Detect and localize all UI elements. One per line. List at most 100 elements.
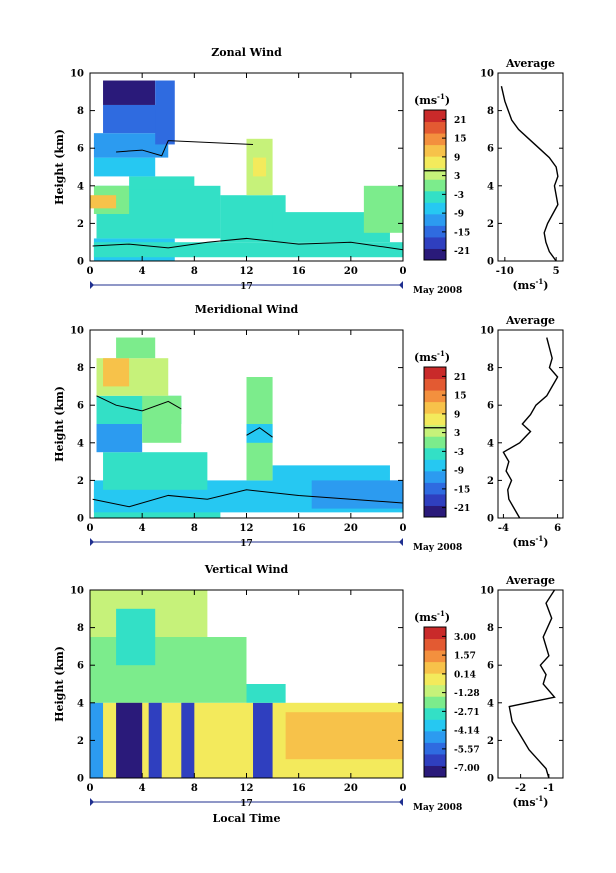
profile-unit-label: (ms-1) (512, 534, 548, 549)
day-bar-arrow (90, 538, 94, 546)
colorbar-segment (424, 638, 446, 651)
colorbar-segment (424, 765, 446, 778)
panel-title: Meridional Wind (195, 303, 299, 316)
y-axis-label: Height (km) (53, 129, 66, 205)
colorbar-tick-label: -5.57 (454, 745, 480, 755)
date-label: May 2008 (413, 286, 462, 296)
profile-frame (497, 589, 564, 779)
day-bar-arrow (399, 281, 403, 289)
y-tick-label: 4 (77, 181, 84, 192)
heatmap-cell (155, 80, 175, 145)
profile-title: Average (505, 574, 555, 587)
heatmap-cell (90, 195, 117, 209)
day-label: 17 (240, 799, 253, 809)
heatmap-cell (363, 185, 403, 233)
y-tick-label: 0 (77, 774, 84, 785)
y-tick-label: 4 (77, 698, 84, 709)
profile-y-tick-label: 6 (487, 144, 494, 155)
colorbar-tick-label: -15 (454, 485, 470, 495)
zero-contour (92, 489, 404, 508)
colorbar-segment (424, 213, 446, 226)
heatmap-cell (253, 702, 273, 778)
colorbar-segment (424, 248, 446, 261)
x-tick-label: 0 (400, 266, 407, 277)
x-tick-label: 20 (344, 523, 358, 534)
colorbar-unit-label: (ms-1) (414, 349, 450, 364)
zero-contour (96, 395, 182, 412)
heatmap-cell (116, 702, 143, 778)
colorbar-unit-label: (ms-1) (414, 609, 450, 624)
colorbar-tick-label: 9 (454, 410, 460, 420)
heatmap-cells (93, 337, 403, 518)
heatmap-cell (246, 684, 286, 703)
colorbar-tick-label: 21 (454, 116, 467, 126)
heatmap-cell (103, 80, 156, 105)
profile-y-tick-label: 2 (487, 736, 494, 747)
heatmap-cell (93, 242, 403, 258)
profile-y-tick-label: 8 (487, 363, 494, 374)
profile-y-tick-label: 10 (480, 69, 494, 80)
x-tick-label: 4 (139, 266, 146, 277)
x-tick-label: 0 (87, 266, 94, 277)
x-axis-label: Local Time (213, 812, 281, 825)
profile-unit-label: (ms-1) (512, 794, 548, 809)
day-bar-arrow (90, 798, 94, 806)
colorbar-unit-label: (ms-1) (414, 92, 450, 107)
heatmap-cell (129, 176, 195, 190)
colorbar-tick-label: -21 (454, 504, 470, 514)
colorbar-segment (424, 236, 446, 249)
profile-frame (497, 329, 564, 519)
colorbar-segment (424, 367, 446, 380)
day-label: 17 (240, 282, 253, 292)
date-label: May 2008 (413, 803, 462, 813)
colorbar-frame (423, 626, 447, 778)
profile-y-tick-label: 6 (487, 401, 494, 412)
y-tick-label: 0 (77, 257, 84, 268)
heatmap-cell (116, 608, 156, 666)
colorbar-tick-label: 15 (454, 135, 467, 145)
x-tick-label: 0 (87, 523, 94, 534)
x-tick-label: 4 (139, 783, 146, 794)
colorbar-segment (424, 627, 446, 640)
x-tick-label: 16 (292, 266, 306, 277)
panel-title: Vertical Wind (204, 563, 289, 576)
colorbar-tick-label: -15 (454, 228, 470, 238)
profile-line (502, 337, 559, 519)
colorbar-segment (424, 378, 446, 391)
heatmap-cell (96, 424, 143, 453)
y-tick-label: 10 (70, 69, 84, 80)
heatmap-cell (116, 337, 156, 359)
colorbar-segment (424, 459, 446, 472)
colorbar-segment (424, 190, 446, 203)
colorbar-tick-label: -1.28 (454, 689, 480, 699)
day-bar-arrow (399, 538, 403, 546)
profile-y-tick-label: 0 (487, 257, 494, 268)
colorbar-segment (424, 179, 446, 192)
colorbar-segment (424, 413, 446, 426)
zero-contour (246, 427, 273, 438)
colorbar-tick-label: 21 (454, 373, 467, 383)
profile-y-tick-label: 8 (487, 623, 494, 634)
x-tick-label: 12 (240, 523, 254, 534)
profile-y-tick-label: 0 (487, 514, 494, 525)
colorbar-tick-label: -9 (454, 467, 464, 477)
y-tick-label: 6 (77, 144, 84, 155)
profile-frame (497, 72, 564, 262)
y-tick-label: 8 (77, 106, 84, 117)
panel-title: Zonal Wind (211, 46, 282, 59)
zero-contour (116, 140, 254, 157)
x-tick-label: 8 (191, 523, 198, 534)
profile-y-tick-label: 2 (487, 219, 494, 230)
y-tick-label: 10 (70, 326, 84, 337)
colorbar-tick-label: -4.14 (454, 727, 480, 737)
heatmap-cell (253, 157, 267, 177)
profile-y-tick-label: 4 (487, 181, 494, 192)
x-tick-label: 12 (240, 266, 254, 277)
profile-y-tick-label: 10 (480, 586, 494, 597)
heatmap-cell (285, 712, 403, 760)
x-tick-label: 8 (191, 266, 198, 277)
profile-y-tick-label: 4 (487, 438, 494, 449)
